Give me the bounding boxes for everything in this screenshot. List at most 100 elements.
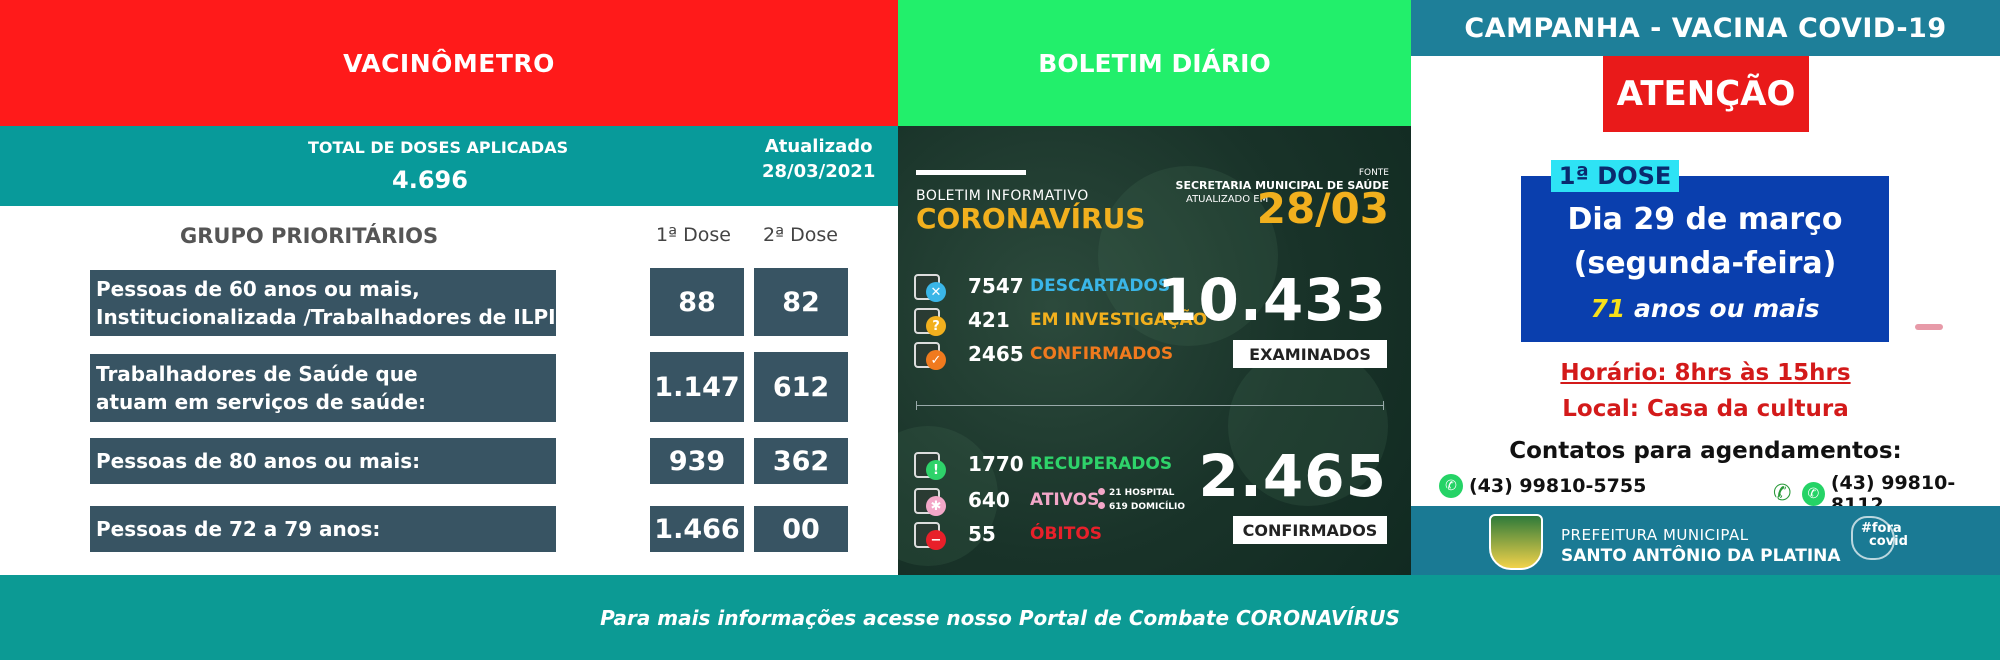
divider	[916, 401, 1384, 410]
atencao-badge: ATENÇÃO	[1603, 56, 1809, 132]
clipboard-icon: ✓	[914, 342, 946, 370]
updated-date: 28/03/2021	[762, 161, 876, 182]
dose-age-number: 71	[1590, 294, 1626, 323]
municipio-name: SANTO ANTÔNIO DA PLATINA	[1561, 546, 1841, 566]
dose-weekday: (segunda-feira)	[1573, 246, 1837, 281]
dose-age: 71 anos ou mais	[1521, 294, 1889, 323]
dose2-value: 362	[754, 438, 848, 484]
phone-number-1: (43) 99810-5755	[1469, 475, 1647, 497]
dose2-value: 00	[754, 506, 848, 552]
ativos-hospital-text: 21 HOSPITAL	[1109, 488, 1175, 498]
updated-label: Atualizado	[764, 136, 873, 157]
check-icon: ✓	[926, 350, 946, 370]
confirmados-value: 2.465	[1198, 442, 1387, 510]
question-icon: ?	[926, 316, 946, 336]
boletim-panel: BOLETIM INFORMATIVO CORONAVÍRUS FONTE SE…	[898, 126, 1411, 575]
fora-covid-logo: #fora covid	[1861, 522, 1908, 548]
table-row-label: Trabalhadores de Saúde que atuam em serv…	[90, 354, 556, 422]
total-doses-label: TOTAL DE DOSES APLICADAS	[308, 138, 569, 157]
row-label-line: Pessoas de 60 anos ou mais,	[96, 277, 420, 301]
prefeitura-banner: PREFEITURA MUNICIPAL SANTO ANTÔNIO DA PL…	[1411, 506, 2000, 575]
ativos-label: ATIVOS	[1030, 490, 1100, 510]
clipboard-icon: ✕	[914, 274, 946, 302]
descartados-label: DESCARTADOS	[1030, 276, 1171, 296]
asterisk-icon: ✱	[926, 496, 946, 516]
descartados-count: 7547	[968, 274, 1024, 298]
brazil-map-icon	[1851, 516, 1895, 560]
dose1-header: 1ª Dose	[656, 224, 731, 246]
obitos-label: ÓBITOS	[1030, 524, 1103, 544]
row-label-line: Trabalhadores de Saúde que	[96, 362, 418, 386]
campanha-panel: ATENÇÃO Dia 29 de março (segunda-feira) …	[1411, 56, 2000, 516]
dose1-value: 1.466	[650, 506, 744, 552]
row-label-line: Institucionalizada /Trabalhadores de ILP…	[96, 305, 556, 329]
updated-info: Atualizado 28/03/2021	[762, 134, 875, 184]
investigacao-count: 421	[968, 308, 1010, 332]
portal-footer-text[interactable]: Para mais informações acesse nosso Porta…	[600, 605, 1400, 630]
horario-text: Horário: 8hrs às 15hrs	[1560, 360, 1851, 386]
table-row-label: Pessoas de 72 a 79 anos:	[90, 506, 556, 552]
ativos-count: 640	[968, 488, 1010, 512]
x-icon: ✕	[926, 282, 946, 302]
phone-contact-1[interactable]: ✆ (43) 99810-5755	[1439, 474, 1646, 498]
dose-date: Dia 29 de março	[1567, 202, 1843, 237]
clipboard-icon: ?	[914, 308, 946, 336]
boletim-header: BOLETIM DIÁRIO	[898, 0, 1411, 126]
confirmados-count: 2465	[968, 342, 1024, 366]
campanha-header: CAMPANHA - VACINA COVID-19	[1411, 0, 2000, 56]
boletim-date: 28/03	[1256, 184, 1389, 233]
group-title: GRUPO PRIORITÁRIOS	[180, 224, 439, 248]
exclamation-icon: !	[926, 460, 946, 480]
decorative-dash	[1915, 324, 1943, 330]
dose-age-text: anos ou mais	[1625, 294, 1820, 323]
fonte-label: FONTE	[1358, 168, 1389, 178]
local-text: Local: Casa da cultura	[1562, 396, 1849, 422]
row-label-line: Pessoas de 72 a 79 anos:	[96, 517, 381, 541]
ativos-domicilio-text: 619 DOMICÍLIO	[1109, 502, 1186, 512]
total-doses-banner: TOTAL DE DOSES APLICADAS 4.696 Atualizad…	[0, 126, 898, 206]
portal-footer: Para mais informações acesse nosso Porta…	[0, 575, 2000, 660]
clipboard-icon: −	[914, 522, 946, 550]
total-doses-value: 4.696	[392, 166, 468, 194]
dose1-value: 939	[650, 438, 744, 484]
examinados-value: 10.433	[1157, 266, 1387, 334]
confirmados-box-label: CONFIRMADOS	[1233, 516, 1387, 544]
minus-icon: −	[926, 530, 946, 550]
dose2-header: 2ª Dose	[763, 224, 838, 246]
vacinometro-title: VACINÔMETRO	[343, 48, 555, 78]
campanha-title: CAMPANHA - VACINA COVID-19	[1464, 12, 1947, 44]
atualizado-em-label: ATUALIZADO EM	[1186, 194, 1269, 205]
ativos-hospital: 21 HOSPITAL	[1098, 488, 1174, 498]
phone-icon: ✆	[1773, 481, 1792, 506]
fora-line2: covid	[1869, 534, 1908, 549]
whatsapp-icon: ✆	[1801, 482, 1825, 506]
table-row-label: Pessoas de 60 anos ou mais, Instituciona…	[90, 270, 556, 336]
boletim-big-title: CORONAVÍRUS	[916, 202, 1146, 235]
virus-decoration	[1228, 346, 1388, 506]
dose-info-box: Dia 29 de março (segunda-feira) 71 anos …	[1521, 176, 1889, 342]
clipboard-icon: ✱	[914, 488, 946, 516]
secretaria-label: SECRETARIA MUNICIPAL DE SAÚDE	[1175, 179, 1389, 192]
virus-decoration	[1098, 166, 1278, 346]
vacinometro-header: VACINÔMETRO	[0, 0, 898, 126]
fora-line1: #fora	[1861, 521, 1902, 536]
boletim-small-title: BOLETIM INFORMATIVO	[916, 188, 1089, 204]
table-row-label: Pessoas de 80 anos ou mais:	[90, 438, 556, 484]
recuperados-label: RECUPERADOS	[1030, 454, 1173, 474]
dose2-value: 612	[754, 352, 848, 422]
title-bar	[916, 170, 1026, 175]
row-label-line: Pessoas de 80 anos ou mais:	[96, 449, 421, 473]
row-label-line: atuam em serviços de saúde:	[96, 390, 427, 414]
priority-groups-table: GRUPO PRIORITÁRIOS 1ª Dose 2ª Dose Pesso…	[0, 206, 898, 575]
dose1-value: 88	[650, 268, 744, 336]
contatos-title: Contatos para agendamentos:	[1509, 438, 1902, 464]
boletim-title: BOLETIM DIÁRIO	[1038, 48, 1271, 78]
obitos-count: 55	[968, 522, 996, 546]
recuperados-count: 1770	[968, 452, 1024, 476]
dose-tag: 1ª DOSE	[1551, 160, 1679, 192]
dose2-value: 82	[754, 268, 848, 336]
investigacao-label: EM INVESTIGAÇÃO	[1030, 310, 1208, 330]
dose1-value: 1.147	[650, 352, 744, 422]
prefeitura-label: PREFEITURA MUNICIPAL	[1561, 526, 1749, 544]
clipboard-icon: !	[914, 452, 946, 480]
